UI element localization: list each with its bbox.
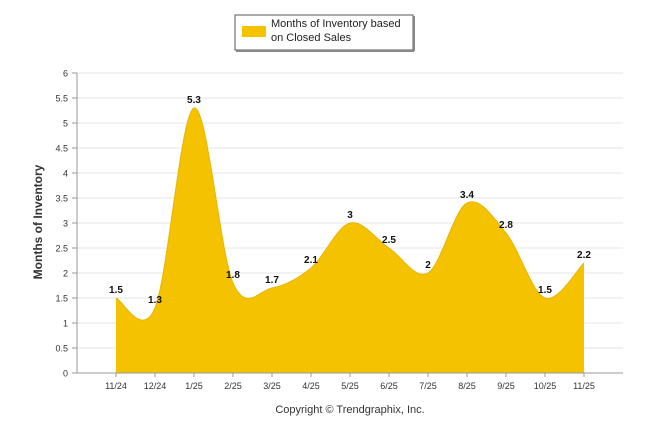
y-tick-label: 1.5 <box>55 294 68 304</box>
x-tick-label: 5/25 <box>341 381 359 391</box>
legend-label-line1: Months of Inventory based <box>271 18 401 30</box>
data-label: 1.8 <box>226 270 240 281</box>
y-tick-label: 5 <box>63 119 68 129</box>
x-tick-label: 8/25 <box>458 381 476 391</box>
data-label: 1.5 <box>538 285 552 296</box>
y-tick-label: 0 <box>63 369 68 379</box>
y-tick-label: 4.5 <box>55 144 68 154</box>
x-tick-label: 3/25 <box>263 381 281 391</box>
y-tick-labels: 0 0.5 1 1.5 2 2.5 3 3.5 4 4.5 5 5.5 6 <box>55 69 68 379</box>
y-tick-label: 4 <box>63 169 68 179</box>
y-tick-label: 2 <box>63 269 68 279</box>
y-tick-label: 5.5 <box>55 94 68 104</box>
data-label: 2.8 <box>499 220 513 231</box>
legend[interactable]: Months of Inventory based on Closed Sale… <box>234 14 415 52</box>
x-tick-label: 1/25 <box>185 381 203 391</box>
data-labels: 1.5 1.3 5.3 1.8 1.7 2.1 3 2.5 2 3.4 2.8 1.5 2.2 <box>109 95 591 306</box>
legend-swatch <box>242 26 266 37</box>
x-tick-label: 7/25 <box>419 381 437 391</box>
x-tick-labels: 11/24 12/24 1/25 2/25 3/25 4/25 5/25 6/25 7/25 8/… <box>105 381 595 391</box>
x-tick-label: 2/25 <box>224 381 242 391</box>
area-series <box>115 107 585 374</box>
legend-label-line2: on Closed Sales <box>271 32 352 44</box>
y-tick-label: 0.5 <box>55 344 68 354</box>
data-label: 2 <box>425 260 431 271</box>
axes <box>76 73 623 377</box>
data-label: 1.7 <box>265 275 279 286</box>
data-label: 1.3 <box>148 295 162 306</box>
data-label: 5.3 <box>187 95 201 106</box>
x-tick-label: 9/25 <box>497 381 515 391</box>
y-tick-label: 3.5 <box>55 194 68 204</box>
x-tick-label: 4/25 <box>302 381 320 391</box>
x-tick-label: 6/25 <box>380 381 398 391</box>
area-line <box>115 107 585 321</box>
x-tick-label: 12/24 <box>144 381 167 391</box>
data-label: 3.4 <box>460 190 474 201</box>
y-tick-label: 6 <box>63 69 68 79</box>
copyright-text: Copyright © Trendgraphix, Inc. <box>275 404 424 416</box>
data-label: 2.5 <box>382 235 396 246</box>
data-label: 3 <box>347 210 353 221</box>
x-tick-label: 10/25 <box>534 381 557 391</box>
x-tick-label: 11/24 <box>105 381 127 391</box>
x-tick-label: 11/25 <box>573 381 595 391</box>
y-tick-label: 3 <box>63 219 68 229</box>
y-axis-title: Months of Inventory <box>31 164 45 279</box>
data-label: 2.2 <box>577 250 591 261</box>
y-tick-label: 1 <box>63 319 68 329</box>
y-tick-label: 2.5 <box>55 244 68 254</box>
data-label: 1.5 <box>109 285 123 296</box>
data-label: 2.1 <box>304 255 318 266</box>
area-fill <box>116 107 584 374</box>
